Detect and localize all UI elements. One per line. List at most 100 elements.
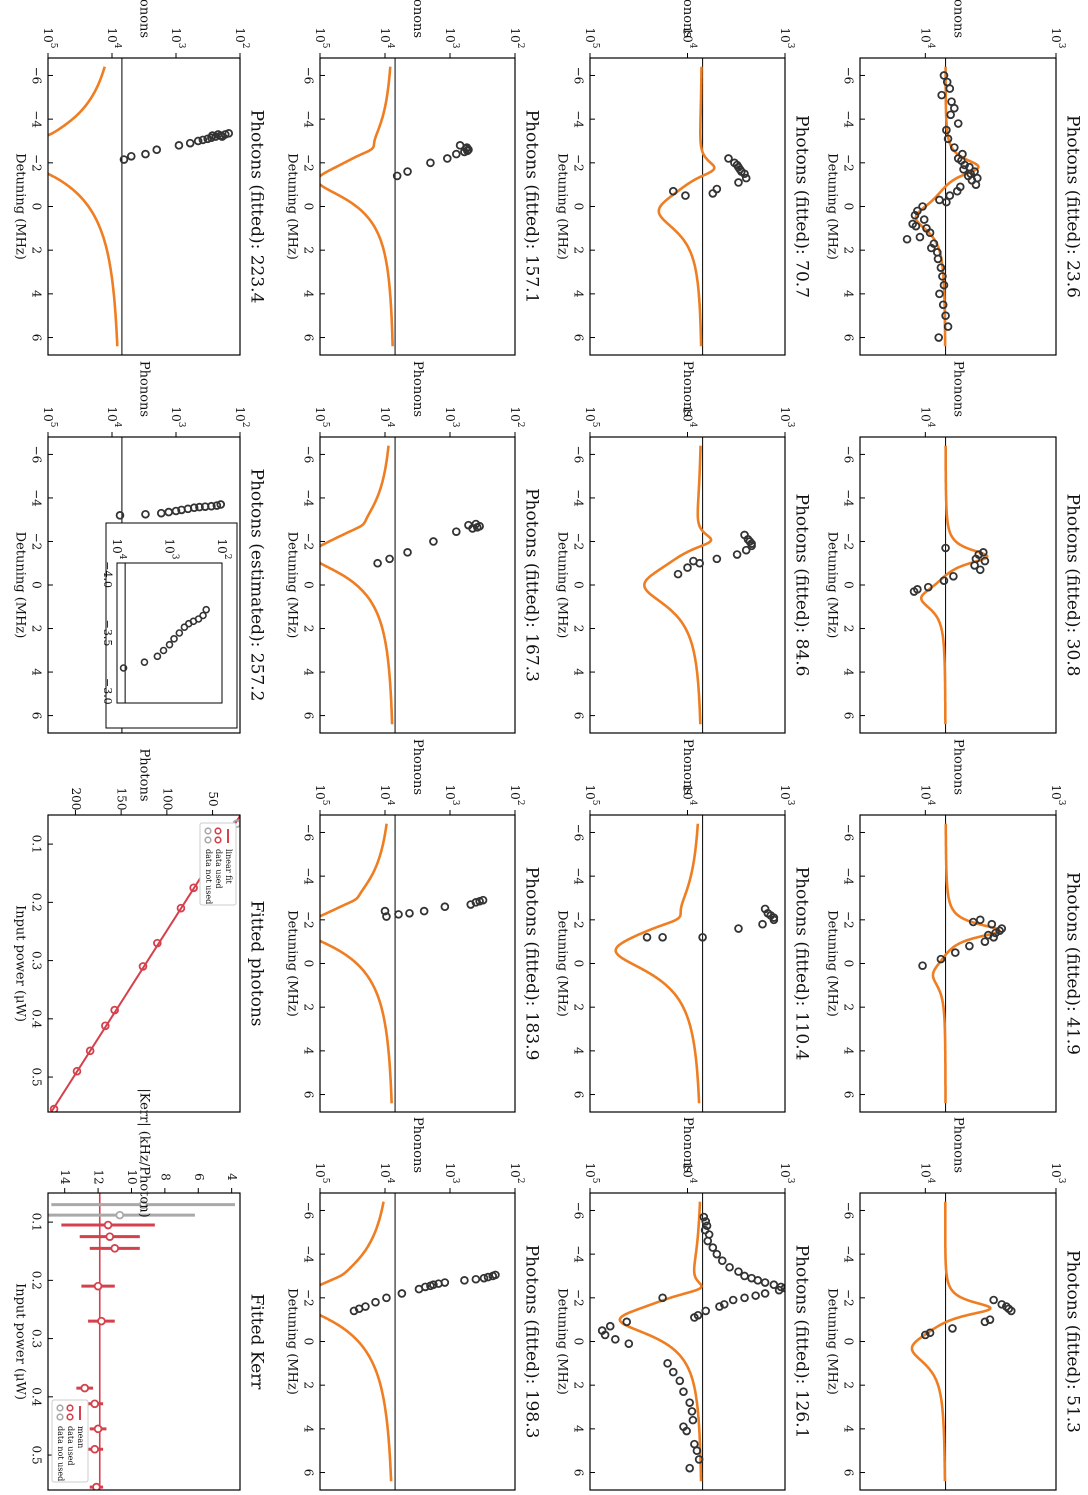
inset-data-point (119, 664, 128, 672)
data-point (451, 527, 461, 536)
data-point (950, 948, 960, 957)
data-point (980, 556, 990, 566)
y-tick-label: 104 (379, 1162, 396, 1183)
x-tick-label: 0 (572, 960, 586, 968)
x-axis-label: Detuning (MHz) (825, 1288, 840, 1395)
chart-panel-p7: −6 −4 −2 0 2 4 6 103 104 105 Phonons Detuning (MHz)… (555, 739, 812, 1113)
data-point (712, 554, 722, 564)
x-tick-label: 0 (842, 203, 856, 211)
data-point (732, 550, 742, 559)
data-point (212, 501, 222, 510)
fit-curve-p3 (931, 823, 1001, 1104)
data-point (394, 910, 403, 919)
data-point (959, 165, 968, 174)
x-axis-label: Detuning (MHz) (825, 910, 840, 1017)
data-point (689, 556, 698, 566)
x-tick-label: −4 (302, 489, 316, 507)
plot-area-p13 (48, 58, 234, 355)
x-tick-label: 4 (30, 668, 44, 676)
y-tick-label: 14 (58, 1169, 72, 1185)
x-tick-label: 4 (302, 290, 316, 298)
legend-marker (66, 1404, 74, 1412)
x-tick-label: 0 (302, 1338, 316, 1346)
chart-panel-p11: −6 −4 −2 0 2 4 6 102 103 104 105 Phonons Detuning (M… (285, 739, 542, 1113)
data-point (141, 509, 150, 519)
data-point (937, 90, 946, 100)
x-tick-label: −6 (30, 446, 44, 464)
y-tick-label: 200 (69, 788, 83, 811)
data-point (429, 1280, 438, 1290)
data-point (622, 1317, 632, 1327)
axes-frame-p4 (859, 1192, 1057, 1491)
data-point (174, 141, 184, 150)
chart-panel-p6: −6 −4 −2 0 2 4 6 103 104 105 Phonons Detuning (MHz)… (555, 361, 812, 734)
data-point (141, 149, 150, 159)
data-point (712, 1249, 722, 1259)
y-tick-label: 103 (779, 1162, 796, 1183)
x-axis-label: Input power (μW) (13, 905, 28, 1022)
x-tick-label: 6 (572, 1469, 586, 1477)
data-point-used (72, 1066, 82, 1076)
x-axis-label: Detuning (MHz) (825, 532, 840, 639)
data-point (462, 144, 471, 153)
x-tick-label: 4 (842, 668, 856, 676)
x-tick-label: 2 (572, 1003, 586, 1011)
x-tick-label: 4 (302, 1047, 316, 1055)
data-point (934, 333, 944, 342)
data-point (939, 71, 949, 80)
data-point-used (97, 1316, 106, 1326)
data-point (918, 961, 927, 970)
legend-box (199, 822, 237, 906)
data-point (464, 520, 473, 530)
data-point (939, 576, 949, 585)
data-point (935, 289, 944, 299)
inset-x-tick-label: −3.5 (101, 620, 114, 647)
data-point (971, 180, 981, 189)
data-point (371, 1297, 380, 1307)
x-tick-label: −2 (30, 533, 44, 551)
y-axis-label: Phonons (680, 0, 695, 38)
x-tick-label: −6 (842, 1202, 856, 1220)
data-point (681, 191, 690, 200)
fit-curve-p9 (320, 66, 394, 347)
legend-marker (56, 1413, 64, 1421)
data-point (380, 906, 390, 916)
x-tick-label: −6 (302, 446, 316, 464)
x-axis-label: Detuning (MHz) (285, 910, 300, 1017)
plot-area-p12 (320, 1193, 500, 1490)
data-point (942, 125, 951, 135)
data-point (740, 1271, 749, 1281)
x-tick-label: 2 (302, 246, 316, 254)
data-point (935, 195, 944, 205)
data-point (989, 1295, 998, 1305)
data-point (965, 941, 974, 951)
x-tick-label: −4 (30, 489, 44, 507)
y-axis-label: Phonons (137, 361, 152, 417)
chart-title: Photons (fitted): 223.4 (247, 110, 267, 304)
y-tick-label: 104 (919, 784, 936, 805)
x-tick-label: 0.1 (30, 1213, 44, 1232)
data-point (997, 1300, 1007, 1309)
data-point (950, 143, 959, 152)
data-point (943, 134, 953, 144)
data-point (941, 543, 950, 553)
x-tick-label: −4 (572, 489, 586, 507)
data-point (740, 169, 749, 179)
x-tick-label: 0.1 (30, 835, 44, 854)
x-tick-label: 6 (30, 712, 44, 720)
y-tick-label: 6 (192, 1173, 206, 1181)
data-point (980, 1317, 990, 1327)
chart-title: Photons (fitted): 157.1 (522, 110, 542, 304)
x-tick-label: −2 (30, 154, 44, 172)
y-tick-label: 103 (779, 784, 796, 805)
data-point (382, 912, 391, 921)
plot-area-p16 (48, 1193, 235, 1490)
data-point (692, 1446, 702, 1455)
chart-title: Photons (fitted): 41.9 (1063, 872, 1083, 1055)
legend-marker (204, 836, 212, 844)
x-tick-label: −2 (842, 533, 856, 551)
data-point (405, 908, 414, 918)
